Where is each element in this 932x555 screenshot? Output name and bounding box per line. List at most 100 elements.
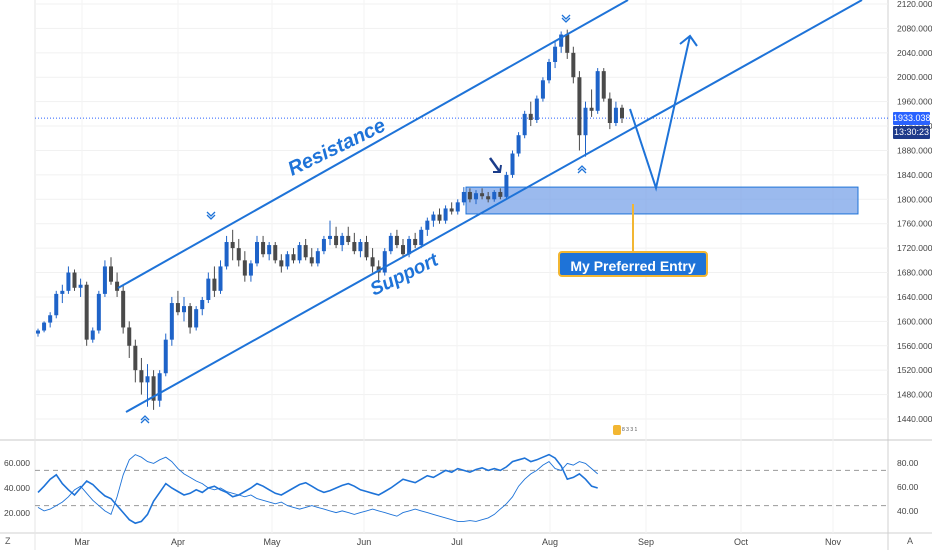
- candle-body: [401, 245, 405, 255]
- candle-body: [607, 98, 612, 124]
- candle-body: [66, 272, 71, 291]
- entry-zone: [465, 186, 859, 215]
- price-tick-label: 2040.000: [897, 48, 932, 58]
- candle-body: [407, 238, 412, 255]
- candle-body: [248, 263, 253, 276]
- candle-body: [534, 98, 539, 120]
- candle-body: [589, 107, 594, 111]
- auto-scale-button[interactable]: A: [907, 536, 913, 546]
- price-tick-label: 1560.000: [897, 341, 932, 351]
- candle-body: [194, 309, 199, 328]
- time-tick-label: Jun: [357, 537, 372, 547]
- candle-body: [601, 71, 606, 99]
- candle-body: [273, 245, 278, 261]
- candle-body: [236, 248, 241, 261]
- candle-body: [510, 153, 515, 175]
- candle-body: [315, 251, 320, 264]
- candle-body: [133, 345, 138, 371]
- entry-zone-box: [465, 186, 859, 215]
- price-tick-label: 1640.000: [897, 292, 932, 302]
- candle-body: [461, 191, 466, 203]
- candle-body: [182, 306, 186, 313]
- bottom-chevron-marker: [140, 415, 150, 424]
- candle-body: [175, 303, 180, 313]
- candle-body: [559, 34, 564, 47]
- candle-body: [188, 306, 193, 328]
- candle-body: [72, 272, 77, 288]
- resistance-line: [117, 0, 629, 289]
- indicator-left-tick: 40.000: [4, 483, 30, 493]
- candle-body: [127, 327, 132, 346]
- time-axis: Mar Apr May Jun Jul Aug Sep Oct Nov: [74, 537, 841, 547]
- price-tick-label: 2080.000: [897, 23, 932, 33]
- candle-body: [78, 284, 83, 288]
- indicator-left-tick: 60.000: [4, 458, 30, 468]
- candle-body: [96, 293, 101, 331]
- projection-path: [629, 35, 691, 192]
- candle-body: [267, 245, 272, 255]
- candle-body: [285, 254, 290, 267]
- candle-body: [84, 284, 89, 340]
- candle-body: [151, 376, 156, 401]
- top-chevron-marker: [206, 211, 216, 220]
- time-tick-label: Mar: [74, 537, 90, 547]
- time-tick-label: Aug: [542, 537, 558, 547]
- candle-body: [297, 245, 302, 261]
- time-tick-label: Oct: [734, 537, 749, 547]
- candle-body: [577, 77, 582, 136]
- candle-body: [528, 113, 533, 120]
- indicator-right-tick: 80.00: [897, 458, 919, 468]
- annotations: Resistance Support 8 3 3 1 Z A: [5, 114, 913, 546]
- resistance-label: Resistance: [285, 114, 390, 180]
- candle-body: [42, 322, 47, 331]
- support-line: [125, 0, 863, 413]
- price-tick-label: 2000.000: [897, 72, 932, 82]
- candle-body: [169, 303, 174, 340]
- candle-body: [291, 254, 296, 261]
- candle-body: [595, 71, 600, 111]
- breakout-arrow: [488, 157, 502, 173]
- candle-body: [620, 107, 624, 119]
- candle-body: [364, 242, 369, 258]
- indicator-series-line: [37, 454, 598, 522]
- candle-body: [54, 293, 59, 316]
- price-channel: [117, 0, 863, 435]
- indicator-right-tick: 40.00: [897, 506, 919, 516]
- price-axis: 2120.000 2080.000 2040.000 2000.000 1960.000…: [897, 0, 932, 424]
- breakout-arrowhead: [493, 164, 502, 173]
- candle-body: [279, 260, 284, 267]
- tz-glyph[interactable]: Z: [5, 536, 11, 546]
- candle-body: [163, 339, 168, 374]
- indicator-right-tick: 60.00: [897, 482, 919, 492]
- candle-body: [261, 242, 266, 255]
- candle-body: [145, 376, 150, 383]
- candle-body: [455, 202, 460, 212]
- candle-body: [553, 46, 558, 62]
- preferred-entry-callout: My Preferred Entry: [558, 251, 708, 277]
- candle-body: [498, 191, 503, 197]
- indicator-panel: 60.000 40.000 20.000 80.00 60.00 40.00: [4, 453, 919, 525]
- candle-body: [36, 330, 40, 334]
- candle-body: [309, 257, 314, 264]
- price-tick-label: 1800.000: [897, 194, 932, 204]
- badge-text: 8 3 3 1: [622, 427, 638, 433]
- price-tick-label: 1760.000: [897, 219, 932, 229]
- event-badge: [613, 425, 621, 435]
- candle-body: [102, 266, 107, 294]
- bottom-chevron-marker: [577, 165, 587, 174]
- projection-arrowhead: [679, 34, 698, 47]
- candle-body: [212, 278, 217, 291]
- indicator-series-line: [37, 453, 598, 525]
- candle-body: [90, 330, 95, 340]
- candle-body: [200, 299, 205, 310]
- candle-body: [492, 191, 497, 200]
- candle-body: [255, 242, 259, 264]
- candle-body: [449, 208, 454, 212]
- candle-body: [547, 61, 551, 81]
- candle-body: [583, 107, 588, 136]
- price-tick-label: 1600.000: [897, 316, 932, 326]
- price-tick-label: 1680.000: [897, 268, 932, 278]
- time-tick-label: Jul: [451, 537, 463, 547]
- candle-body: [480, 193, 485, 197]
